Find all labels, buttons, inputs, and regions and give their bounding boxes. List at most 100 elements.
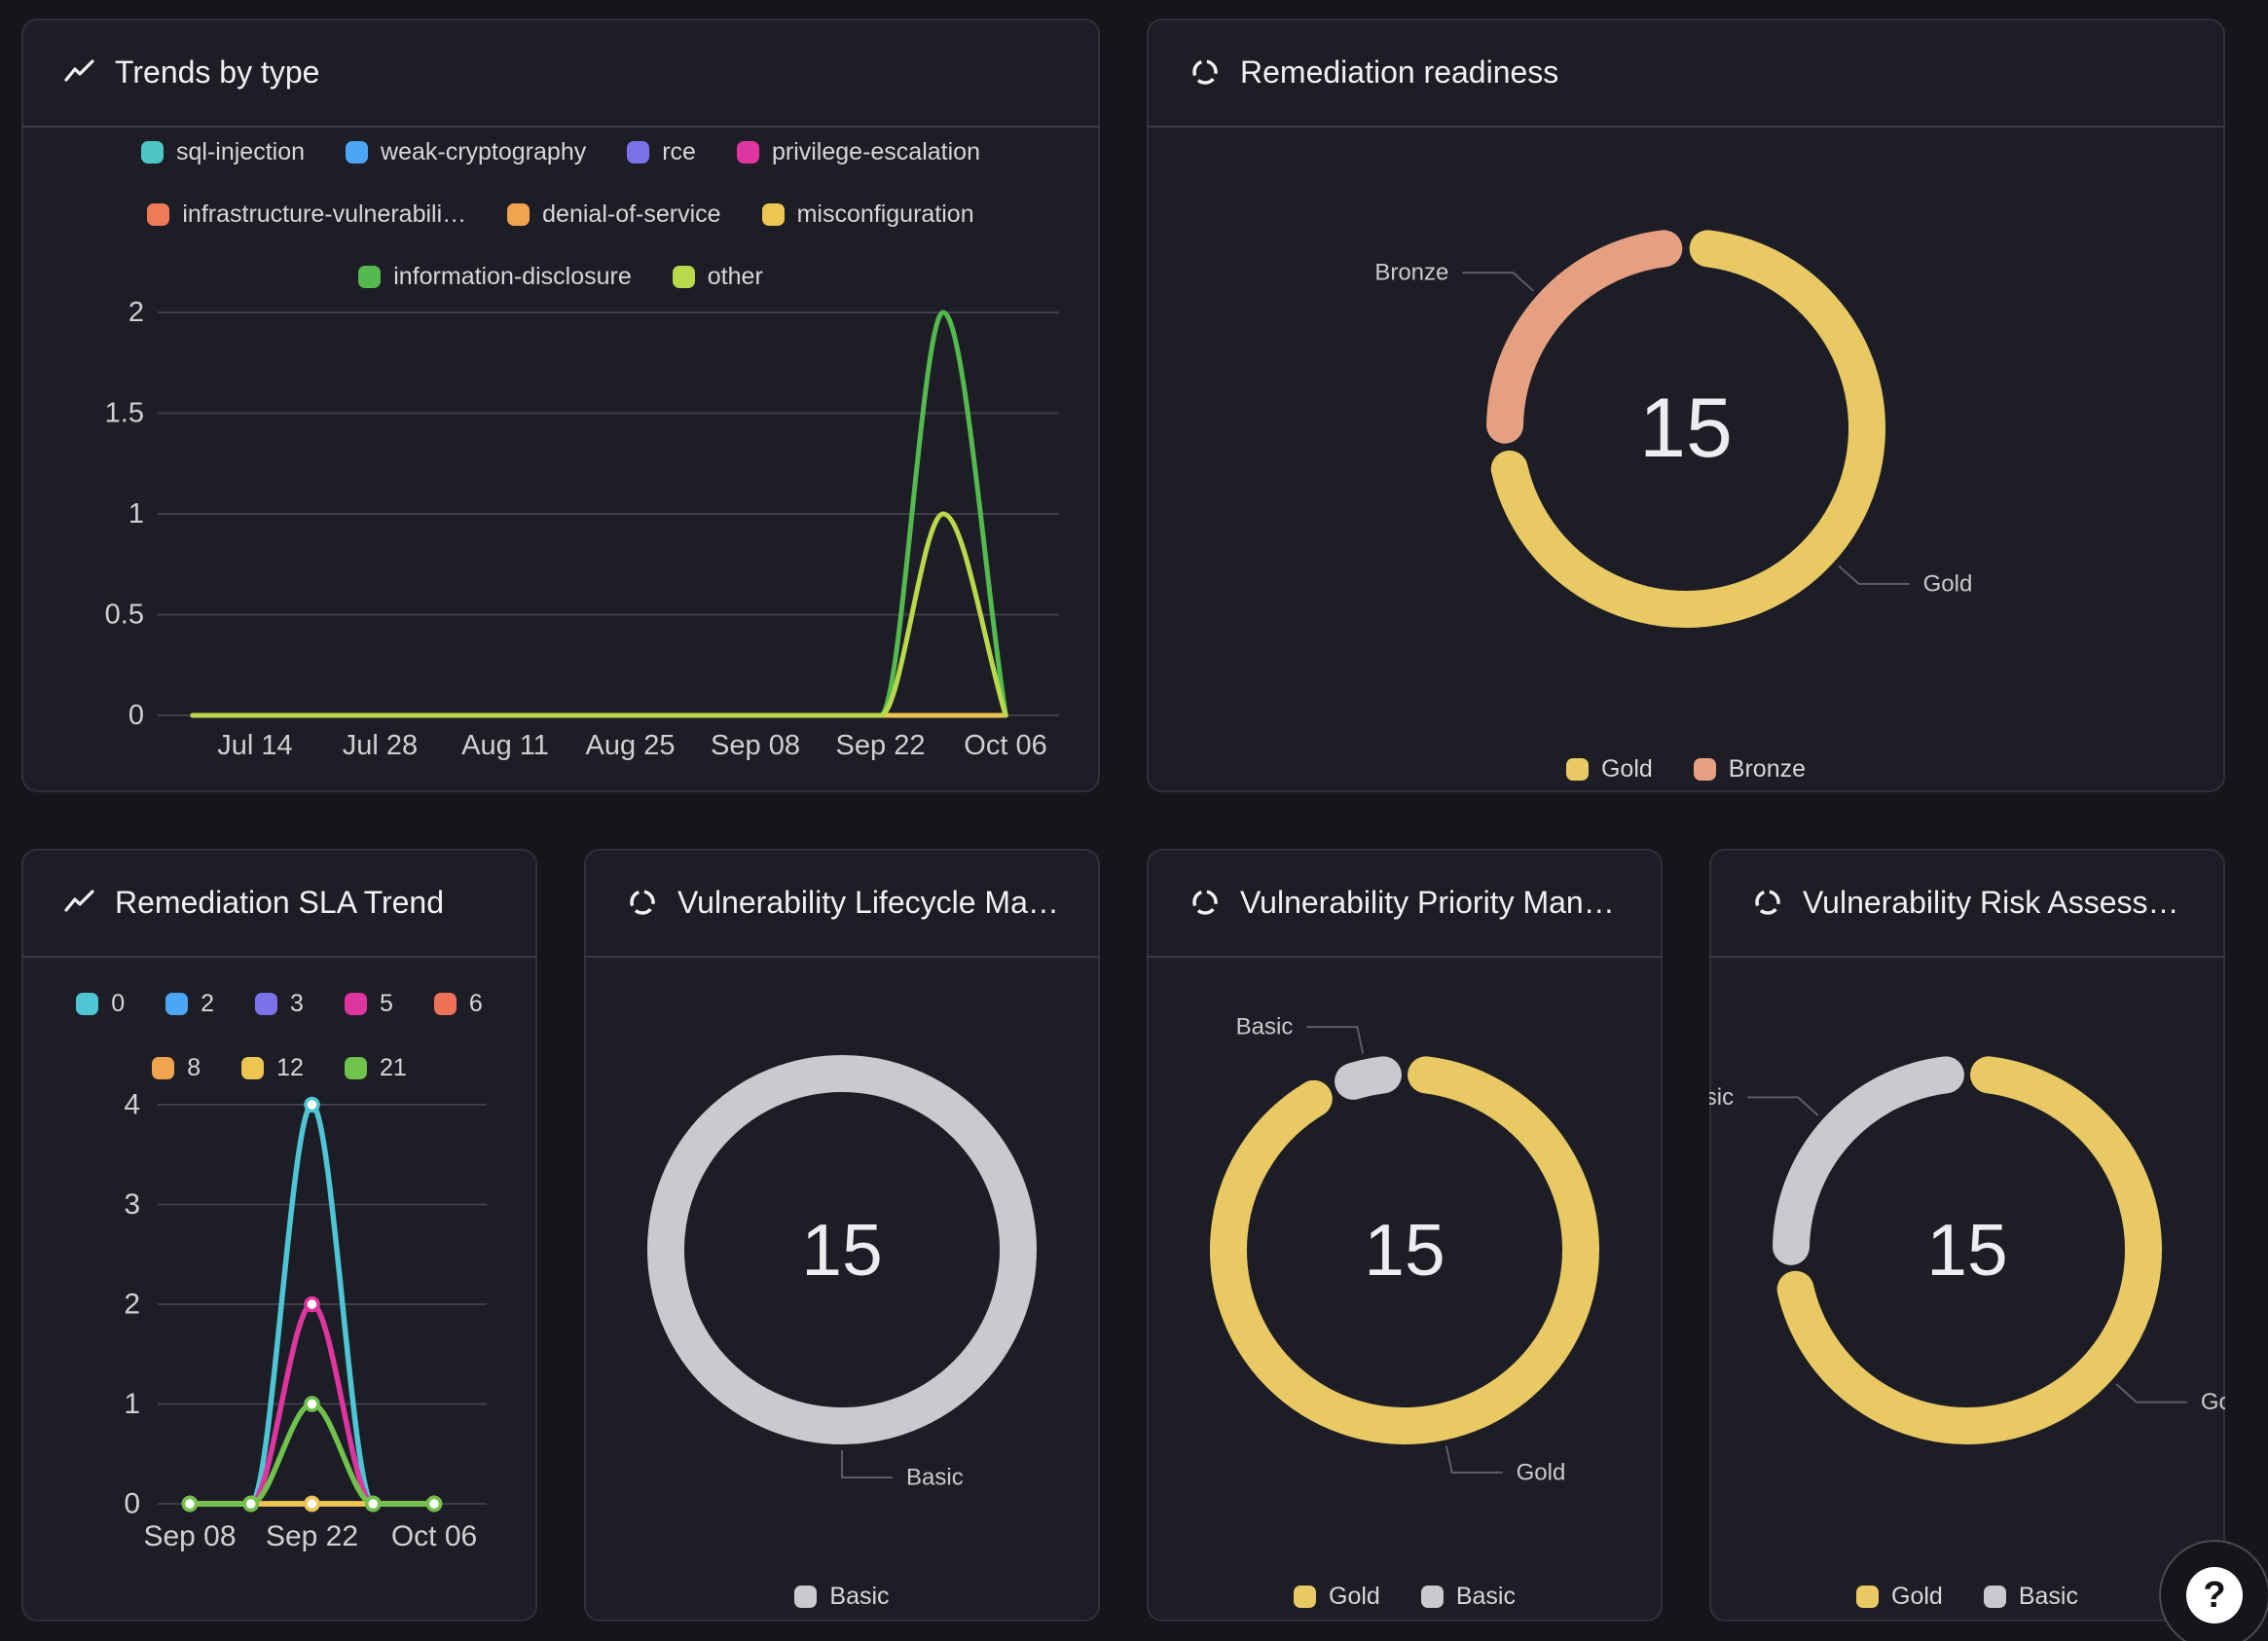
legend-label: other [707,263,763,290]
legend-item-other[interactable]: other [672,262,763,291]
legend-label: 8 [187,1054,201,1081]
donut-callout-line [2115,1383,2187,1404]
donut-segment-Gold[interactable] [1776,1056,2162,1444]
legend-item-6[interactable]: 6 [433,989,483,1018]
legend-item-8[interactable]: 8 [152,1053,201,1082]
legend-swatch [76,992,99,1015]
x-axis-label: Jul 28 [343,730,418,761]
sla-trend-legend: 0 2 3 5 6 8 12 21 [21,989,537,1082]
donut-segment-Basic[interactable] [1773,1056,1964,1265]
legend-swatch [147,202,170,226]
risk-legend: Gold Basic [1709,1582,2225,1611]
legend-label: 6 [468,990,483,1017]
legend-swatch [346,140,369,164]
donut-callout-label-Basic: Basic [1236,1014,1294,1040]
legend-item-Gold[interactable]: Gold [1565,754,1653,784]
legend-label: Basic [1455,1583,1516,1610]
x-axis-label: Aug 11 [461,730,549,761]
legend-item-privilege-escalation[interactable]: privilege-escalation [736,137,980,166]
panel-title: Remediation SLA Trend [115,884,444,920]
legend-item-21[interactable]: 21 [344,1053,407,1082]
legend-swatch [433,992,457,1015]
data-point-5 [304,1295,320,1313]
legend-swatch [1856,1585,1880,1608]
trends-by-type-chart: 0 0.5 1 1.5 2 Jul 14 Jul 28 Aug 11 Aug 25 Sep 08 S… [105,297,1059,761]
legend-swatch [344,992,367,1015]
y-axis-label: 2 [124,1289,140,1321]
panel-remediation-sla-trend: 0 1 2 3 4 Sep 08 Sep 22 Oct 06 0 2 3 5 6 8 12 21 Remed… [21,849,537,1622]
legend-item-sql-injection[interactable]: sql-injection [141,137,305,166]
donut-callout-label-Gold: Gold [1923,570,1973,597]
legend-swatch [1983,1585,2006,1608]
legend-item-Basic[interactable]: Basic [1983,1582,2078,1611]
legend-item-3[interactable]: 3 [255,989,304,1018]
legend-item-12[interactable]: 12 [241,1053,304,1082]
legend-swatch [358,265,382,288]
legend-item-Bronze[interactable]: Bronze [1693,754,1806,784]
panel-header: Trends by type [21,18,1100,128]
legend-item-infrastructure-vulnerabili…[interactable]: infrastructure-vulnerabili… [147,200,466,229]
donut-segment-Basic[interactable] [1335,1056,1402,1100]
legend-item-5[interactable]: 5 [344,989,393,1018]
donut-callout-line [841,1450,893,1478]
legend-swatch [1294,1585,1317,1608]
legend-label: Gold [1891,1583,1943,1610]
help-button[interactable]: ? [2159,1540,2268,1641]
panel-vulnerability-priority: 15 Basic Gold Gold Basic Vulnerability Prio… [1147,849,1663,1622]
legend-item-0[interactable]: 0 [76,989,125,1018]
panel-header: Vulnerability Risk Assess… [1709,849,2225,958]
vulnerability-lifecycle-donut: 15 Basic [647,1055,1037,1491]
legend-swatch [241,1056,265,1079]
legend-swatch [1693,757,1716,781]
legend-item-Basic[interactable]: Basic [1420,1582,1516,1611]
legend-swatch [794,1585,818,1608]
donut-segment-Basic[interactable] [647,1055,1037,1444]
legend-label: sql-injection [176,138,306,165]
line-chart-icon [62,885,97,920]
legend-label: information-disclosure [393,263,632,290]
legend-item-information-disclosure[interactable]: information-disclosure [358,262,632,291]
lifecycle-legend: Basic [584,1582,1100,1611]
legend-swatch [152,1056,175,1079]
vulnerability-priority-donut: 15 Basic Gold [1210,1014,1599,1485]
line-chart-icon [62,55,97,90]
legend-item-Basic[interactable]: Basic [794,1582,890,1611]
donut-callout-label-Bronze: Bronze [1374,260,1448,286]
y-axis-label: 3 [124,1188,140,1221]
panel-header: Remediation readiness [1147,18,2225,128]
panel-title: Trends by type [115,54,320,90]
legend-item-Gold[interactable]: Gold [1294,1582,1380,1611]
legend-item-2[interactable]: 2 [165,989,214,1018]
data-point-0 [304,1096,320,1113]
legend-item-misconfiguration[interactable]: misconfiguration [761,200,974,229]
legend-label: 2 [201,990,215,1017]
donut-segment-Gold[interactable] [1210,1056,1599,1444]
legend-swatch [165,992,189,1015]
legend-label: denial-of-service [542,201,721,228]
legend-swatch [255,992,278,1015]
legend-swatch [761,202,785,226]
data-point-21 [365,1495,382,1513]
legend-item-weak-cryptography[interactable]: weak-cryptography [346,137,586,166]
donut-callout-label-Basic: Basic [1709,1084,1734,1111]
legend-swatch [141,140,164,164]
donut-center-value: 15 [1364,1209,1445,1291]
x-axis-label: Oct 06 [391,1520,477,1552]
legend-label: 5 [379,990,393,1017]
legend-label: 3 [290,990,304,1017]
donut-callout-line [1306,1026,1365,1054]
x-axis-label: Aug 25 [586,730,676,761]
panel-title: Remediation readiness [1240,54,1559,90]
x-axis-label: Sep 22 [836,730,926,761]
donut-segment-Bronze[interactable] [1486,230,1683,444]
donut-segment-Gold[interactable] [1490,230,1885,628]
legend-item-Gold[interactable]: Gold [1856,1582,1943,1611]
legend-item-rce[interactable]: rce [627,137,696,166]
panel-header: Remediation SLA Trend [21,849,537,958]
donut-callout-line [1445,1445,1503,1474]
donut-chart-icon [1188,55,1223,90]
legend-item-denial-of-service[interactable]: denial-of-service [507,200,721,229]
priority-legend: Gold Basic [1147,1582,1663,1611]
data-point-12 [304,1495,320,1513]
